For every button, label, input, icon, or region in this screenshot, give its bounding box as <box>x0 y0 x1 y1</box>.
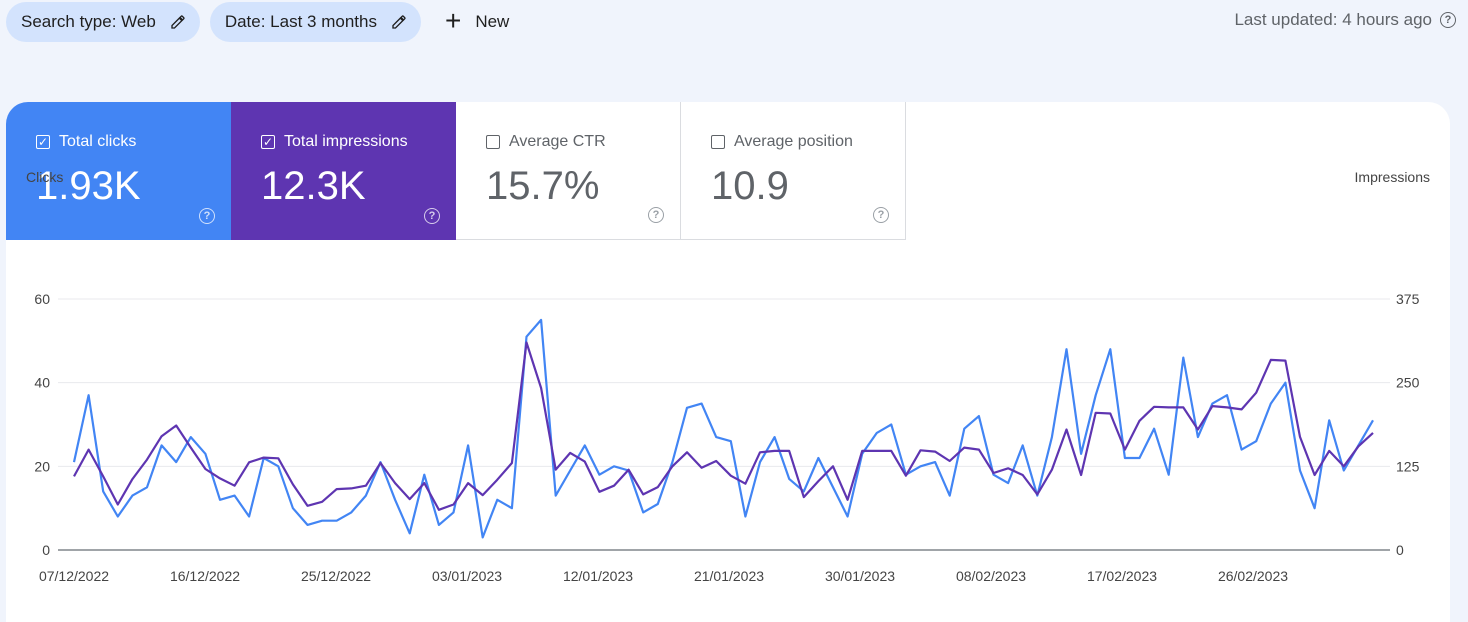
filter-bar: Search type: Web Date: Last 3 months + N… <box>6 2 523 42</box>
help-icon[interactable]: ? <box>873 207 889 223</box>
search-type-label: Search type: Web <box>21 12 156 31</box>
edit-icon[interactable] <box>170 14 186 30</box>
y-tick-left: 0 <box>42 542 50 558</box>
metric-value: 12.3K <box>261 164 366 208</box>
date-range-label: Date: Last 3 months <box>224 12 377 31</box>
y-tick-left: 60 <box>34 291 50 307</box>
y-tick-right: 0 <box>1396 542 1404 558</box>
metric-label: Total clicks <box>59 133 137 150</box>
x-tick: 25/12/2022 <box>301 568 371 584</box>
metric-value: 15.7% <box>486 164 600 208</box>
x-tick: 26/02/2023 <box>1218 568 1288 584</box>
metric-card-average-ctr[interactable]: Average CTR 15.7% ? <box>456 102 681 240</box>
x-tick: 17/02/2023 <box>1087 568 1157 584</box>
last-updated-text: Last updated: 4 hours ago <box>1234 10 1432 29</box>
y-tick-left: 20 <box>34 458 50 474</box>
x-tick: 07/12/2022 <box>39 568 109 584</box>
plus-icon: + <box>444 4 462 36</box>
help-icon[interactable]: ? <box>424 208 440 224</box>
new-filter-label: New <box>475 12 510 31</box>
x-tick: 03/01/2023 <box>432 568 502 584</box>
help-icon[interactable]: ? <box>199 208 215 224</box>
series-line-clicks <box>72 318 1374 539</box>
metric-card-average-position[interactable]: Average position 10.9 ? <box>681 102 906 240</box>
metric-cards: ✓ Total clicks 1.93K ? ✓ Total impressio… <box>6 102 906 240</box>
new-filter-button[interactable]: + New <box>431 2 523 42</box>
performance-chart: 0 20 40 60 0 125 250 375 07/12/2022 16/12/2022 2… <box>34 291 1420 584</box>
y-tick-right: 375 <box>1396 291 1420 307</box>
metric-label: Total impressions <box>284 133 408 150</box>
metric-label: Average CTR <box>509 133 606 150</box>
y-tick-right: 250 <box>1396 375 1420 391</box>
checkbox-unchecked-icon[interactable] <box>486 135 500 149</box>
metric-value: 10.9 <box>711 164 789 208</box>
x-tick: 21/01/2023 <box>694 568 764 584</box>
performance-panel: ✓ Total clicks 1.93K ? ✓ Total impressio… <box>6 102 1450 622</box>
search-type-chip[interactable]: Search type: Web <box>6 2 200 42</box>
help-icon[interactable]: ? <box>1440 12 1456 28</box>
x-tick: 08/02/2023 <box>956 568 1026 584</box>
last-updated: Last updated: 4 hours ago ? <box>1234 10 1456 30</box>
metric-value: 1.93K <box>36 164 141 208</box>
y-axis-left-title: Clicks <box>26 169 64 185</box>
checkbox-unchecked-icon[interactable] <box>711 135 725 149</box>
x-tick: 12/01/2023 <box>563 568 633 584</box>
x-tick: 16/12/2022 <box>170 568 240 584</box>
edit-icon[interactable] <box>391 14 407 30</box>
help-icon[interactable]: ? <box>648 207 664 223</box>
metric-card-total-clicks[interactable]: ✓ Total clicks 1.93K ? <box>6 102 231 240</box>
date-range-chip[interactable]: Date: Last 3 months <box>209 2 421 42</box>
y-tick-left: 40 <box>34 375 50 391</box>
x-tick: 30/01/2023 <box>825 568 895 584</box>
y-tick-right: 125 <box>1396 458 1420 474</box>
checkbox-checked-icon[interactable]: ✓ <box>261 135 275 149</box>
series-line-impressions <box>73 341 1374 511</box>
y-axis-right-title: Impressions <box>1354 169 1430 185</box>
checkbox-checked-icon[interactable]: ✓ <box>36 135 50 149</box>
metric-label: Average position <box>734 133 853 150</box>
metric-card-total-impressions[interactable]: ✓ Total impressions 12.3K ? <box>231 102 456 240</box>
